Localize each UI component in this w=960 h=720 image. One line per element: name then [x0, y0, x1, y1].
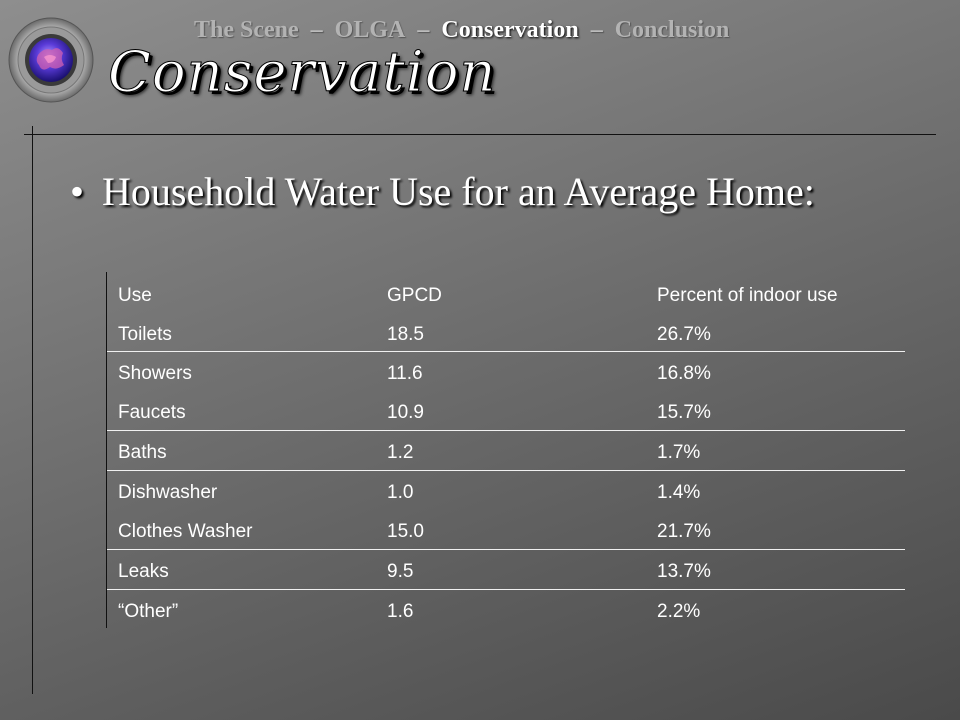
row-divider	[107, 351, 905, 352]
cell-use: Leaks	[118, 561, 169, 582]
water-use-table: Use GPCD Percent of indoor use Toilets 1…	[106, 272, 905, 628]
globe-seal-icon	[8, 17, 94, 103]
cell-use: Clothes Washer	[118, 521, 253, 542]
cell-gpcd: 11.6	[387, 363, 423, 384]
cell-gpcd: 18.5	[387, 324, 424, 345]
cell-percent: 26.7%	[657, 324, 711, 345]
table-row: Faucets 10.9 15.7%	[107, 393, 905, 432]
left-rule	[32, 126, 33, 694]
nav-separator: –	[590, 16, 603, 43]
cell-percent: 1.7%	[657, 442, 701, 463]
table-row: “Other” 1.6 2.2%	[107, 592, 905, 631]
slide-title: Conservation	[108, 40, 497, 106]
cell-percent: 21.7%	[657, 521, 711, 542]
table-row: Dishwasher 1.0 1.4%	[107, 473, 905, 512]
cell-gpcd: 1.2	[387, 442, 414, 463]
nav-item-conclusion[interactable]: Conclusion	[614, 16, 730, 43]
cell-percent: 1.4%	[657, 482, 701, 503]
nav-item-olga[interactable]: OLGA	[334, 16, 406, 43]
cell-use: Dishwasher	[118, 482, 218, 503]
header-divider	[24, 134, 936, 135]
row-divider	[107, 549, 905, 550]
row-divider	[107, 589, 905, 590]
nav-separator: –	[417, 16, 430, 43]
bullet-marker: •	[70, 169, 85, 214]
nav-separator: –	[310, 16, 323, 43]
header-percent: Percent of indoor use	[657, 285, 838, 306]
table-row: Showers 11.6 16.8%	[107, 354, 905, 393]
cell-use: “Other”	[118, 601, 179, 622]
cell-gpcd: 1.0	[387, 482, 414, 503]
table-header-row: Use GPCD Percent of indoor use	[107, 276, 905, 315]
header-use: Use	[118, 285, 152, 306]
table-row: Leaks 9.5 13.7%	[107, 552, 905, 591]
nav-item-conservation[interactable]: Conservation	[441, 16, 579, 43]
table-row: Baths 1.2 1.7%	[107, 433, 905, 472]
cell-percent: 15.7%	[657, 402, 711, 423]
cell-percent: 13.7%	[657, 561, 711, 582]
table-row: Clothes Washer 15.0 21.7%	[107, 512, 905, 551]
header-gpcd: GPCD	[387, 285, 442, 306]
cell-use: Toilets	[118, 324, 172, 345]
cell-gpcd: 1.6	[387, 601, 414, 622]
cell-gpcd: 10.9	[387, 402, 424, 423]
nav-item-the-scene[interactable]: The Scene	[194, 16, 299, 43]
row-divider	[107, 470, 905, 471]
cell-percent: 16.8%	[657, 363, 711, 384]
cell-gpcd: 9.5	[387, 561, 414, 582]
row-divider	[107, 430, 905, 431]
bullet-text: Household Water Use for an Average Home:	[102, 169, 815, 214]
table-row: Toilets 18.5 26.7%	[107, 315, 905, 354]
cell-use: Baths	[118, 442, 167, 463]
cell-percent: 2.2%	[657, 601, 701, 622]
section-nav: The Scene – OLGA – Conservation – Conclu…	[194, 14, 729, 46]
cell-gpcd: 15.0	[387, 521, 424, 542]
cell-use: Showers	[118, 363, 192, 384]
cell-use: Faucets	[118, 402, 186, 423]
